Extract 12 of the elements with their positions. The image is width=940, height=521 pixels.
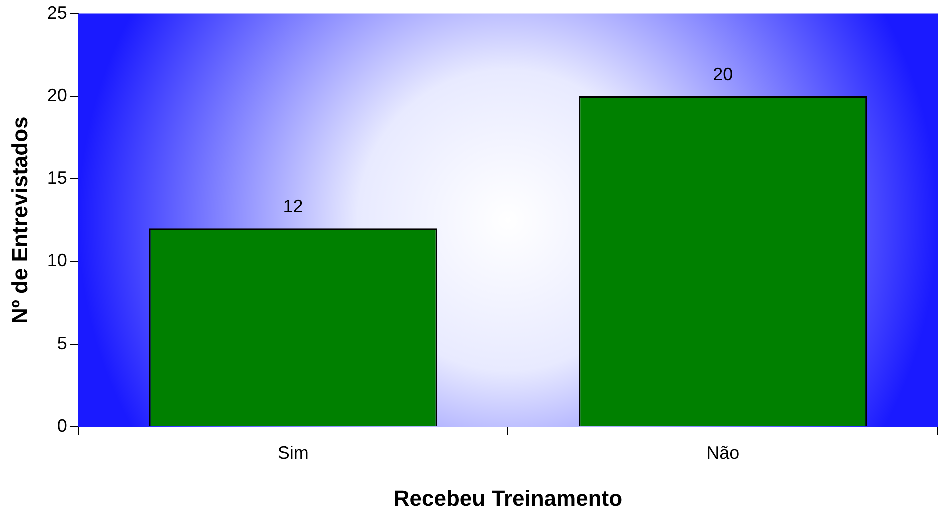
x-tick-label: Não <box>706 442 740 463</box>
y-axis-title: Nº de Entrevistados <box>7 116 32 324</box>
y-tick-label: 15 <box>47 168 68 188</box>
y-tick-label: 0 <box>57 416 68 436</box>
data-label: 12 <box>283 196 304 217</box>
x-tick-label: Sim <box>278 442 309 463</box>
y-tick-label: 10 <box>47 250 68 271</box>
y-tick-label: 20 <box>47 85 68 106</box>
y-tick-label: 25 <box>47 2 68 23</box>
x-axis-title: Recebeu Treinamento <box>394 486 623 511</box>
y-tick-label: 5 <box>57 333 68 354</box>
data-label: 20 <box>713 64 734 84</box>
